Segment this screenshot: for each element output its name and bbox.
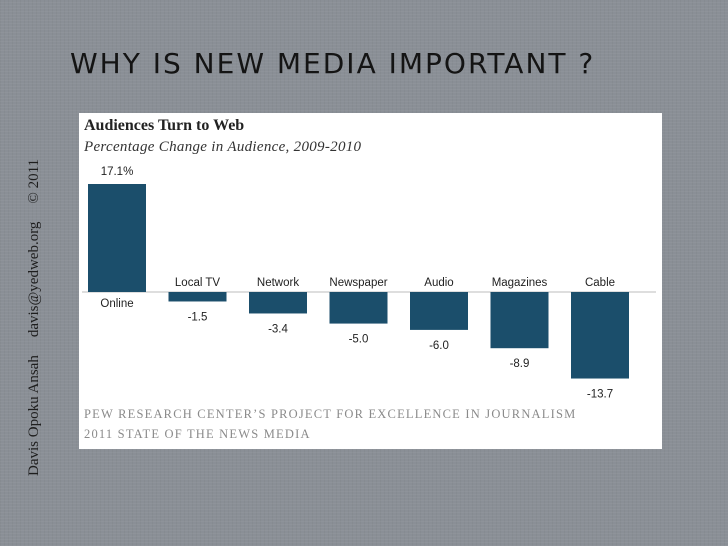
chart-panel <box>79 113 662 449</box>
value-label-local-tv: -1.5 <box>188 311 208 323</box>
bar-network <box>249 292 307 314</box>
value-label-magazines: -8.9 <box>510 358 530 370</box>
category-label-network: Network <box>257 277 299 289</box>
bar-cable <box>571 292 629 379</box>
bar-online <box>88 184 146 292</box>
slide-title: WHY IS NEW MEDIA IMPORTANT ? <box>70 47 596 80</box>
category-label-audio: Audio <box>424 277 453 289</box>
value-label-audio: -6.0 <box>429 340 449 352</box>
chart-subtitle: Percentage Change in Audience, 2009-2010 <box>84 139 362 155</box>
category-label-local-tv: Local TV <box>175 277 221 289</box>
bar-newspaper <box>329 292 388 324</box>
category-label-magazines: Magazines <box>492 277 548 289</box>
value-label-newspaper: -5.0 <box>349 334 369 346</box>
chart-title: Audiences Turn to Web <box>84 117 245 134</box>
category-label-online: Online <box>100 298 133 310</box>
category-label-cable: Cable <box>585 277 615 289</box>
category-label-newspaper: Newspaper <box>329 277 387 289</box>
chart-source-line-1: PEW RESEARCH CENTER’S PROJECT FOR EXCELL… <box>84 407 577 421</box>
bar-local-tv <box>168 292 227 302</box>
bar-audio <box>410 292 468 330</box>
value-label-online: 17.1% <box>101 166 134 178</box>
value-label-network: -3.4 <box>268 323 288 335</box>
bar-magazines <box>490 292 549 349</box>
chart-source-line-2: 2011 STATE OF THE NEWS MEDIA <box>84 427 311 441</box>
value-label-cable: -13.7 <box>587 389 613 401</box>
